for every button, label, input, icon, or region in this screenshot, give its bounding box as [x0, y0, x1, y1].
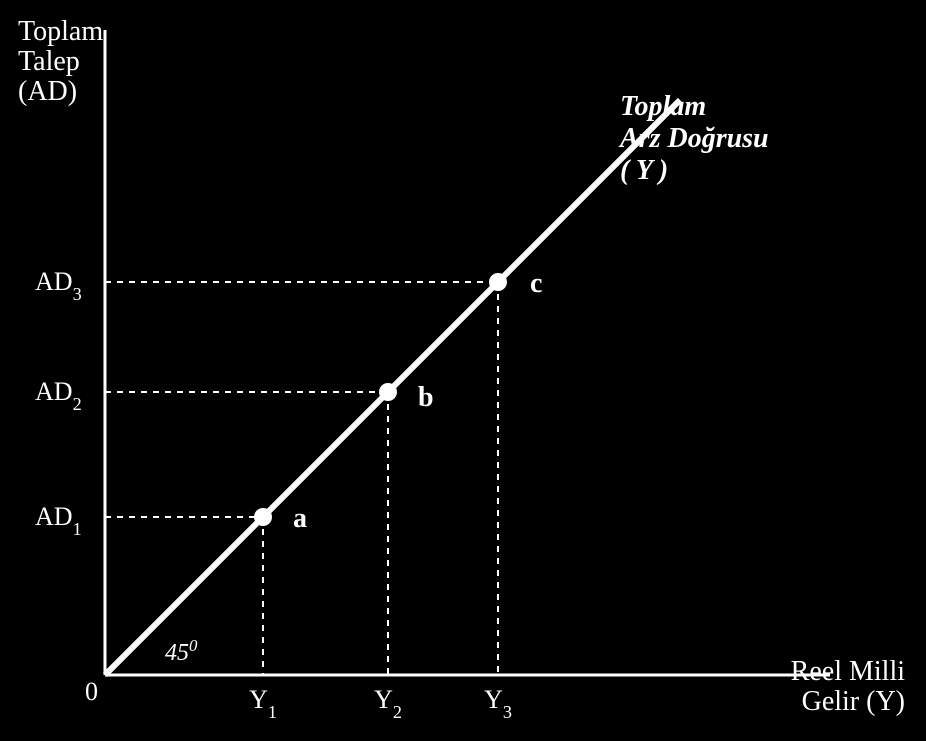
- chart-background: [0, 0, 926, 741]
- point-a: [254, 508, 272, 526]
- point-label-c: c: [530, 268, 542, 299]
- point-c: [489, 273, 507, 291]
- point-label-b: b: [418, 382, 434, 413]
- keynesian-cross-chart: AD1Y1AD2Y2AD3Y3abcToplamTalep(AD)Reel Mi…: [0, 0, 926, 741]
- x-axis-title: Reel MilliGelir (Y): [791, 656, 906, 717]
- origin-label: 0: [85, 677, 98, 706]
- point-b: [379, 383, 397, 401]
- point-label-a: a: [293, 503, 307, 534]
